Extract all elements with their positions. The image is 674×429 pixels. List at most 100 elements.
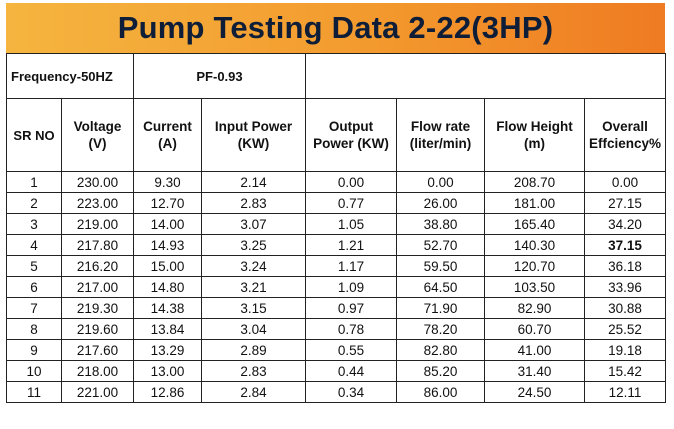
frequency-cell: Frequency-50HZ bbox=[6, 53, 134, 99]
table-cell: 103.50 bbox=[484, 276, 585, 298]
table-cell: 230.00 bbox=[61, 171, 134, 193]
table-cell: 140.30 bbox=[484, 234, 585, 256]
column-header-line: SR NO bbox=[13, 127, 55, 143]
table-row: 4 217.80 14.93 3.25 1.21 52.70 140.30 37.15 bbox=[6, 234, 666, 256]
table-cell: 223.00 bbox=[61, 192, 134, 214]
table-cell: 6 bbox=[6, 276, 62, 298]
table-cell: 1.05 bbox=[305, 213, 397, 235]
table-cell: 0.00 bbox=[396, 171, 485, 193]
table-cell: 2 bbox=[6, 192, 62, 214]
table-row: 11 221.00 12.86 2.84 0.34 86.00 24.50 12.11 bbox=[6, 381, 666, 403]
table-cell: 120.70 bbox=[484, 255, 585, 277]
table-row: 1 230.00 9.30 2.14 0.00 0.00 208.70 0.00 bbox=[6, 171, 666, 193]
table-cell: 218.00 bbox=[61, 360, 134, 382]
table-row: 6 217.00 14.80 3.21 1.09 64.50 103.50 33.96 bbox=[6, 276, 666, 298]
column-header-line: Flow rate bbox=[410, 119, 471, 134]
column-header-line: (liter/min) bbox=[409, 136, 472, 151]
table-cell: 0.77 bbox=[305, 192, 397, 214]
table-cell: 34.20 bbox=[584, 213, 666, 235]
table-cell: 24.50 bbox=[484, 381, 585, 403]
table-cell: 3.07 bbox=[201, 213, 306, 235]
table-cell: 4 bbox=[6, 234, 62, 256]
table-cell: 9 bbox=[6, 339, 62, 361]
table-cell: 25.52 bbox=[584, 318, 666, 340]
page-title: Pump Testing Data 2-22(3HP) bbox=[117, 10, 554, 45]
column-header-line: Current bbox=[143, 119, 192, 134]
header-row: SR NO Voltage (V) Current (A) Input Power (KW)… bbox=[6, 98, 666, 172]
table-cell: 0.00 bbox=[305, 171, 397, 193]
table-cell: 219.00 bbox=[61, 213, 134, 235]
column-header-line: Voltage bbox=[73, 119, 122, 134]
meta-row: Frequency-50HZ PF-0.93 bbox=[6, 53, 666, 99]
table-cell: 12.70 bbox=[133, 192, 202, 214]
table-row: 2 223.00 12.70 2.83 0.77 26.00 181.00 27.15 bbox=[6, 192, 666, 214]
table-cell: 30.88 bbox=[584, 297, 666, 319]
table-cell: 52.70 bbox=[396, 234, 485, 256]
table-cell: 13.29 bbox=[133, 339, 202, 361]
table-cell: 14.38 bbox=[133, 297, 202, 319]
empty-meta-cell bbox=[305, 53, 666, 99]
table-cell: 12.86 bbox=[133, 381, 202, 403]
column-header-line: Effciency% bbox=[588, 136, 662, 151]
table-cell: 7 bbox=[6, 297, 62, 319]
table-cell: 14.93 bbox=[133, 234, 202, 256]
table-cell: 2.14 bbox=[201, 171, 306, 193]
table-cell: 27.15 bbox=[584, 192, 666, 214]
table-cell: 1.09 bbox=[305, 276, 397, 298]
table-cell: 78.20 bbox=[396, 318, 485, 340]
table-cell: 219.60 bbox=[61, 318, 134, 340]
table-cell: 3.04 bbox=[201, 318, 306, 340]
table-cell: 217.00 bbox=[61, 276, 134, 298]
table-cell: 217.80 bbox=[61, 234, 134, 256]
table-cell: 0.00 bbox=[584, 171, 666, 193]
column-header-line: (A) bbox=[158, 136, 177, 151]
table-cell: 3.21 bbox=[201, 276, 306, 298]
table-cell: 10 bbox=[6, 360, 62, 382]
table-cell: 2.83 bbox=[201, 360, 306, 382]
table-cell: 219.30 bbox=[61, 297, 134, 319]
table-cell: 0.97 bbox=[305, 297, 397, 319]
column-header: SR NO bbox=[6, 98, 62, 172]
table-cell: 208.70 bbox=[484, 171, 585, 193]
column-header-line: Output bbox=[328, 119, 374, 134]
table-cell: 3.15 bbox=[201, 297, 306, 319]
column-header: Flow Height (m) bbox=[484, 98, 585, 172]
table-cell: 1.21 bbox=[305, 234, 397, 256]
table-cell: 59.50 bbox=[396, 255, 485, 277]
table-cell: 1.17 bbox=[305, 255, 397, 277]
table-cell: 19.18 bbox=[584, 339, 666, 361]
table-cell: 3.25 bbox=[201, 234, 306, 256]
column-header: Flow rate (liter/min) bbox=[396, 98, 485, 172]
data-rows: 1 230.00 9.30 2.14 0.00 0.00 208.70 0.00 2 223.00… bbox=[6, 171, 666, 403]
table-row: 3 219.00 14.00 3.07 1.05 38.80 165.40 34.20 bbox=[6, 213, 666, 235]
table-cell: 13.84 bbox=[133, 318, 202, 340]
table-row: 8 219.60 13.84 3.04 0.78 78.20 60.70 25.52 bbox=[6, 318, 666, 340]
column-header-line: (m) bbox=[524, 136, 545, 151]
table-cell: 36.18 bbox=[584, 255, 666, 277]
table-cell: 86.00 bbox=[396, 381, 485, 403]
table-cell: 0.78 bbox=[305, 318, 397, 340]
table-cell: 13.00 bbox=[133, 360, 202, 382]
table-cell: 216.20 bbox=[61, 255, 134, 277]
table-cell: 26.00 bbox=[396, 192, 485, 214]
table-row: 10 218.00 13.00 2.83 0.44 85.20 31.40 15.42 bbox=[6, 360, 666, 382]
table-cell: 0.55 bbox=[305, 339, 397, 361]
column-header-line: Power (KW) bbox=[313, 136, 389, 151]
table-cell: 5 bbox=[6, 255, 62, 277]
table-cell: 9.30 bbox=[133, 171, 202, 193]
column-header: Input Power (KW) bbox=[201, 98, 306, 172]
table-cell: 38.80 bbox=[396, 213, 485, 235]
table-cell: 60.70 bbox=[484, 318, 585, 340]
pf-cell: PF-0.93 bbox=[133, 53, 306, 99]
table-cell: 64.50 bbox=[396, 276, 485, 298]
table-cell: 165.40 bbox=[484, 213, 585, 235]
table-cell: 3.24 bbox=[201, 255, 306, 277]
table-cell: 2.84 bbox=[201, 381, 306, 403]
table-cell: 181.00 bbox=[484, 192, 585, 214]
table-cell: 0.34 bbox=[305, 381, 397, 403]
table-cell: 85.20 bbox=[396, 360, 485, 382]
table-cell: 3 bbox=[6, 213, 62, 235]
table-cell: 12.11 bbox=[584, 381, 666, 403]
table-cell: 31.40 bbox=[484, 360, 585, 382]
